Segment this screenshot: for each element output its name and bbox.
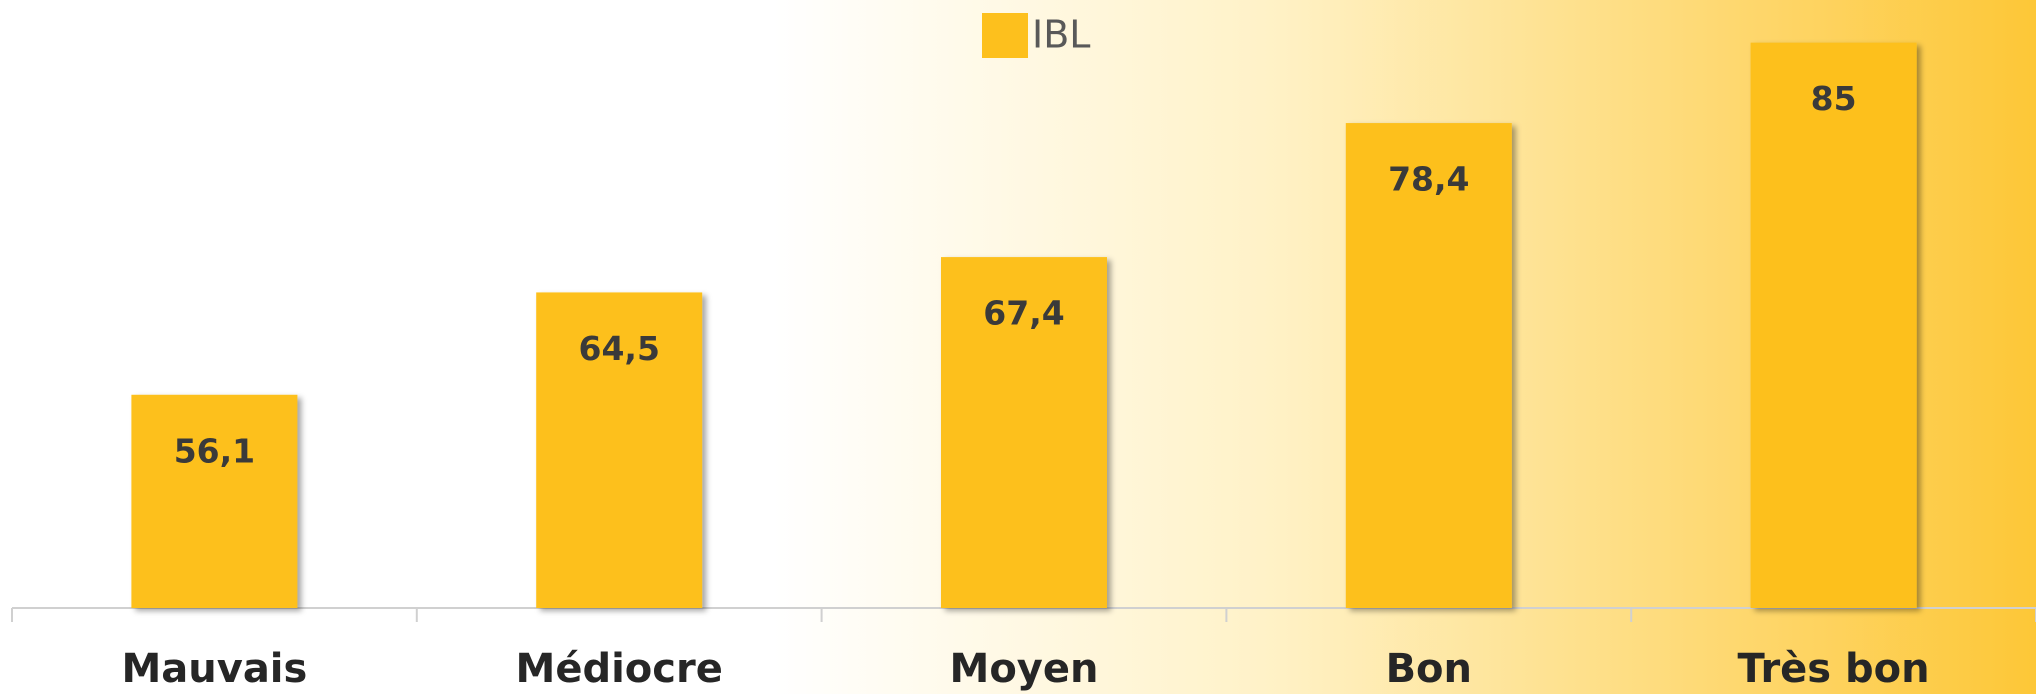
bar [941,257,1107,608]
data-label: 64,5 [578,329,659,368]
data-label: 56,1 [174,431,255,470]
x-tick-label: Très bon [1738,646,1930,692]
x-tick-label: Mauvais [121,646,307,692]
bar [1750,42,1917,609]
x-tick-label: Médiocre [516,646,723,692]
data-label: 78,4 [1388,160,1469,199]
data-label: 67,4 [983,294,1064,333]
bar [536,292,703,608]
bar [1345,123,1512,608]
data-label: 85 [1811,79,1857,118]
legend-swatch [982,13,1028,58]
bar [131,394,298,608]
x-tick-label: Bon [1386,646,1472,692]
legend-label: IBL [1032,13,1090,57]
x-tick-label: Moyen [950,646,1099,692]
